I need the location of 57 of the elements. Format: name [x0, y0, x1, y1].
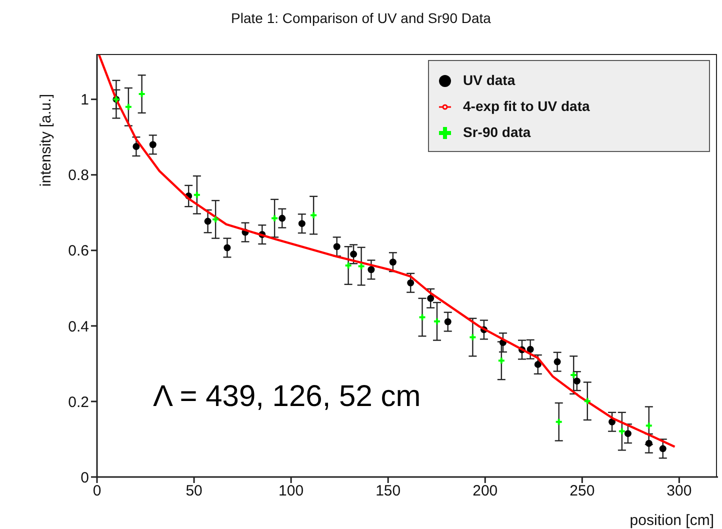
point [618, 427, 626, 436]
y-axis-title: intensity [a.u.] [38, 94, 55, 187]
point [497, 356, 506, 365]
legend-label: UV data [463, 72, 516, 88]
point [310, 211, 318, 220]
point [389, 258, 396, 266]
point [534, 360, 542, 368]
point [624, 430, 632, 438]
point [270, 214, 279, 222]
annotation: Λ = 439, 126, 52 cm [153, 380, 421, 414]
point [368, 266, 375, 274]
y-tick-label: 1 [80, 92, 89, 109]
y-tick-label: 0.6 [68, 242, 89, 260]
y-tick-label: 0.2 [68, 394, 89, 411]
point [554, 418, 563, 426]
point [526, 346, 534, 353]
x-tick-label: 50 [186, 482, 202, 500]
chart-title: Plate 1: Comparison of UV and Sr90 Data [230, 10, 492, 26]
point [427, 294, 434, 302]
point [212, 215, 220, 224]
point [333, 243, 340, 250]
point [468, 333, 477, 342]
point [357, 262, 366, 270]
point [608, 418, 616, 426]
point [583, 397, 592, 406]
x-tick-label: 0 [92, 482, 102, 500]
x-axis-title: position [cm] [630, 512, 714, 529]
y-tick-label: 0.8 [68, 167, 89, 184]
point [132, 143, 140, 150]
x-tick-label: 100 [278, 482, 304, 500]
point [554, 358, 561, 366]
point [659, 445, 666, 452]
point [573, 378, 580, 385]
point [344, 262, 352, 270]
point [149, 141, 156, 148]
point [278, 214, 286, 222]
x-tick-label: 150 [376, 482, 401, 500]
point [644, 422, 653, 430]
point [418, 313, 426, 322]
x-tick-label: 250 [570, 482, 595, 500]
line-series [98, 54, 676, 448]
point [298, 220, 306, 228]
point [645, 440, 652, 447]
point [224, 244, 231, 252]
legend-label: Sr-90 data [463, 124, 531, 140]
point [433, 317, 441, 326]
x-tick-label: 300 [666, 482, 692, 500]
y-tick-label: 0.4 [68, 318, 89, 336]
x-tick-label: 200 [472, 482, 498, 500]
point [204, 218, 212, 225]
point [192, 190, 201, 199]
y-tick-label: 0 [80, 469, 89, 486]
point [444, 318, 452, 326]
legend-label: 4-exp fit to UV data [463, 98, 590, 114]
point [407, 279, 414, 286]
point [350, 250, 358, 258]
point [124, 102, 132, 111]
